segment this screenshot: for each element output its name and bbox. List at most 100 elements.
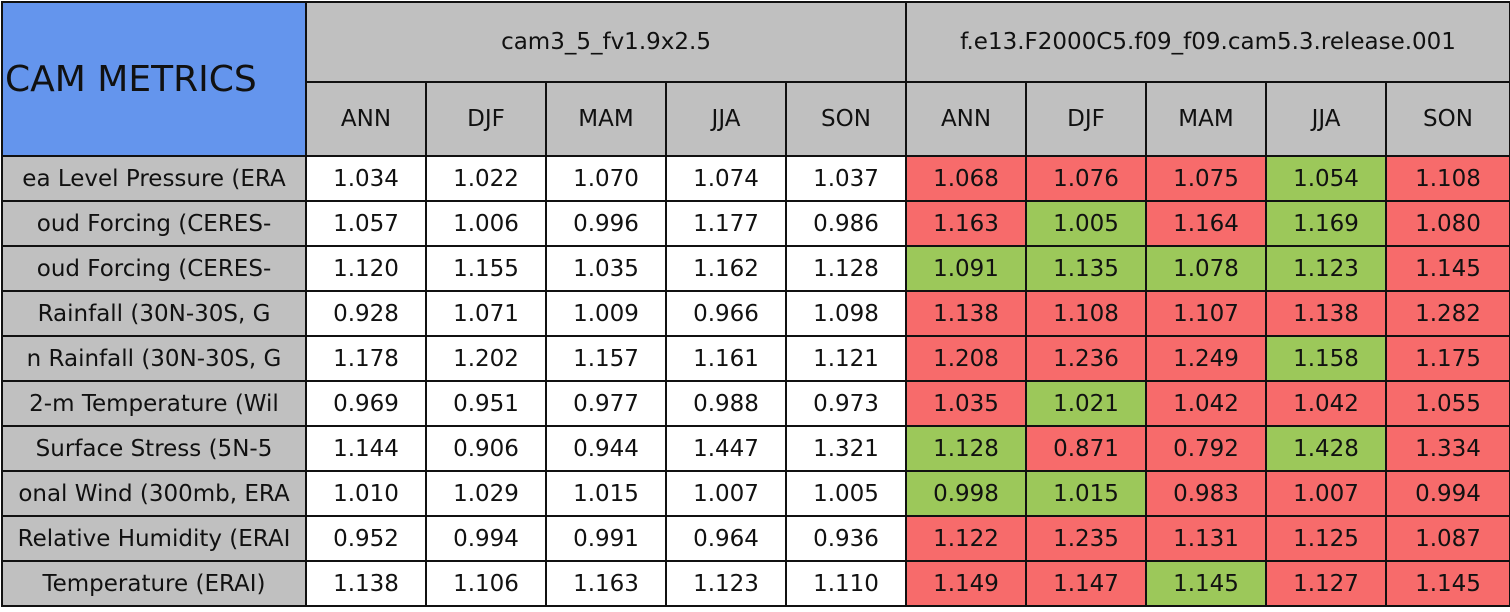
value-cell: 1.078 <box>1145 245 1268 292</box>
value-cell: 1.087 <box>1385 515 1510 562</box>
row-label: oud Forcing (CERES- <box>36 255 272 282</box>
value-cell: 1.110 <box>784 560 908 607</box>
value-cell: 1.144 <box>305 425 427 472</box>
value-cell: 1.163 <box>905 200 1028 247</box>
row-label: Relative Humidity (ERAI <box>17 525 291 552</box>
row-label: Temperature (ERAI) <box>42 570 266 597</box>
row-label: 2-m Temperature (Wil <box>29 390 279 417</box>
value-cell: 1.108 <box>1025 290 1148 337</box>
value-cell: 1.155 <box>425 245 547 292</box>
value-cell: 0.994 <box>425 515 547 562</box>
data-row: n Rainfall (30N-30S, G 1.178 1.202 1.157 1.1… <box>1 335 1510 382</box>
season-header: JJA <box>665 81 787 157</box>
value-cell: 1.006 <box>425 200 547 247</box>
value-cell: 1.135 <box>1025 245 1148 292</box>
value-cell: 1.334 <box>1385 425 1510 472</box>
value-cell: 1.057 <box>305 200 427 247</box>
value-cell: 1.055 <box>1385 380 1510 427</box>
value-cell: 1.164 <box>1145 200 1268 247</box>
data-row: Surface Stress (5N-5 1.144 0.906 0.944 1.447… <box>1 425 1510 472</box>
season-header: ANN <box>305 81 427 157</box>
value-cell: 1.145 <box>1385 560 1510 607</box>
value-cell: 1.070 <box>545 155 667 202</box>
value-cell: 1.035 <box>905 380 1028 427</box>
value-cell: 1.107 <box>1145 290 1268 337</box>
value-cell: 1.007 <box>665 470 787 517</box>
value-cell: 1.235 <box>1025 515 1148 562</box>
value-cell: 1.249 <box>1145 335 1268 382</box>
value-cell: 1.074 <box>665 155 787 202</box>
value-cell: 1.042 <box>1265 380 1388 427</box>
value-cell: 1.321 <box>784 425 908 472</box>
value-cell: 1.123 <box>1265 245 1388 292</box>
value-cell: 0.964 <box>665 515 787 562</box>
value-cell: 0.983 <box>1145 470 1268 517</box>
value-cell: 1.034 <box>305 155 427 202</box>
row-label: n Rainfall (30N-30S, G <box>26 345 282 372</box>
value-cell: 1.177 <box>665 200 787 247</box>
value-cell: 0.952 <box>305 515 427 562</box>
value-cell: 0.973 <box>784 380 908 427</box>
value-cell: 0.986 <box>784 200 908 247</box>
row-label-cell: ea Level Pressure (ERA <box>1 155 307 202</box>
data-row: Relative Humidity (ERAI 0.952 0.994 0.991 0.… <box>1 515 1510 562</box>
data-row: Rainfall (30N-30S, G 0.928 1.071 1.009 0.966… <box>1 290 1510 337</box>
value-cell: 1.161 <box>665 335 787 382</box>
value-cell: 1.005 <box>1025 200 1148 247</box>
value-cell: 1.282 <box>1385 290 1510 337</box>
value-cell: 1.178 <box>305 335 427 382</box>
value-cell: 0.994 <box>1385 470 1510 517</box>
value-cell: 1.138 <box>1265 290 1388 337</box>
value-cell: 1.447 <box>665 425 787 472</box>
header-row: CAM METRICS cam3_5_fv1.9x2.5 f.e13.F2000C5… <box>1 1 1510 157</box>
data-row: oud Forcing (CERES- 1.057 1.006 0.996 1.177 0… <box>1 200 1510 247</box>
value-cell: 1.015 <box>1025 470 1148 517</box>
group-header: cam3_5_fv1.9x2.5 <box>304 1 908 83</box>
value-cell: 1.120 <box>305 245 427 292</box>
value-cell: 1.071 <box>425 290 547 337</box>
value-cell: 0.966 <box>665 290 787 337</box>
value-cell: 1.131 <box>1145 515 1268 562</box>
value-cell: 1.158 <box>1265 335 1388 382</box>
value-cell: 1.162 <box>665 245 787 292</box>
value-cell: 1.010 <box>305 470 427 517</box>
value-cell: 0.998 <box>905 470 1028 517</box>
value-cell: 1.054 <box>1265 155 1388 202</box>
row-label: Rainfall (30N-30S, G <box>37 300 271 327</box>
corner-cell: CAM METRICS <box>1 1 307 157</box>
season-header: DJF <box>1025 81 1148 157</box>
value-cell: 1.138 <box>305 560 427 607</box>
value-cell: 1.108 <box>1385 155 1510 202</box>
value-cell: 1.106 <box>425 560 547 607</box>
data-row: Temperature (ERAI) 1.138 1.106 1.163 1.123 1.… <box>1 560 1510 607</box>
value-cell: 1.169 <box>1265 200 1388 247</box>
value-cell: 1.157 <box>545 335 667 382</box>
data-row: ea Level Pressure (ERA 1.034 1.022 1.070 1.0… <box>1 155 1510 202</box>
value-cell: 0.906 <box>425 425 547 472</box>
value-cell: 1.121 <box>784 335 908 382</box>
value-cell: 1.175 <box>1385 335 1510 382</box>
value-cell: 0.944 <box>545 425 667 472</box>
season-header: SON <box>784 81 908 157</box>
value-cell: 1.037 <box>784 155 908 202</box>
row-label-cell: Surface Stress (5N-5 <box>1 425 307 472</box>
row-label-cell: Relative Humidity (ERAI <box>1 515 307 562</box>
data-row: oud Forcing (CERES- 1.120 1.155 1.035 1.162 1… <box>1 245 1510 292</box>
value-cell: 0.951 <box>425 380 547 427</box>
value-cell: 1.042 <box>1145 380 1268 427</box>
value-cell: 0.871 <box>1025 425 1148 472</box>
row-label-cell: oud Forcing (CERES- <box>1 200 307 247</box>
value-cell: 1.068 <box>905 155 1028 202</box>
value-cell: 0.991 <box>545 515 667 562</box>
value-cell: 1.208 <box>905 335 1028 382</box>
row-label: onal Wind (300mb, ERA <box>18 480 290 507</box>
value-cell: 1.009 <box>545 290 667 337</box>
season-header: DJF <box>425 81 547 157</box>
row-label-cell: onal Wind (300mb, ERA <box>1 470 307 517</box>
value-cell: 1.138 <box>905 290 1028 337</box>
value-cell: 0.936 <box>784 515 908 562</box>
value-cell: 1.149 <box>905 560 1028 607</box>
